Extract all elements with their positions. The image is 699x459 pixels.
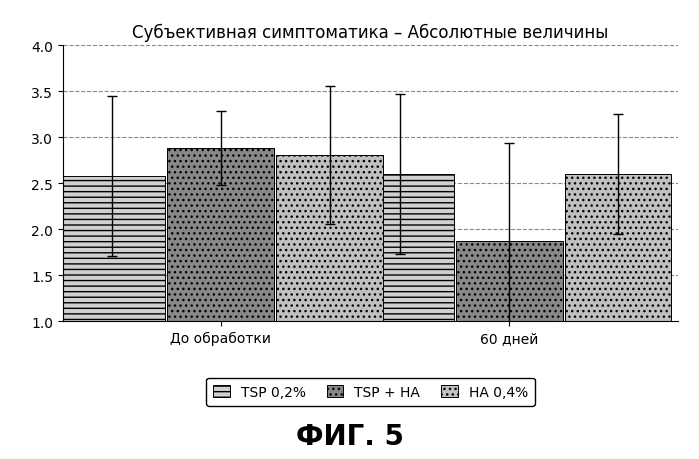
Bar	[59, 176, 165, 321]
Text: ФИГ. 5: ФИГ. 5	[296, 422, 403, 450]
Bar	[168, 149, 274, 321]
Bar	[565, 174, 672, 321]
Bar	[347, 174, 454, 321]
Legend: TSP 0,2%, TSP + HA, HA 0,4%: TSP 0,2%, TSP + HA, HA 0,4%	[206, 378, 535, 406]
Bar	[276, 156, 383, 321]
Title: Субъективная симптоматика – Абсолютные величины: Субъективная симптоматика – Абсолютные в…	[132, 23, 609, 42]
Bar	[456, 241, 563, 321]
